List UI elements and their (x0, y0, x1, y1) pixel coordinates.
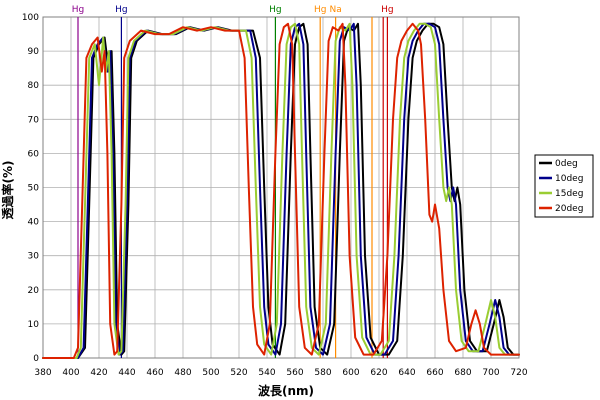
legend-label-0deg: 0deg (555, 159, 578, 169)
y-tick-label-0: 0 (33, 354, 39, 364)
reference-label-1: Hg (115, 5, 127, 15)
y-tick-label-7: 70 (28, 115, 40, 125)
y-tick-label-9: 90 (28, 47, 40, 57)
legend-label-15deg: 15deg (555, 189, 583, 199)
x-tick-label-15: 680 (454, 368, 471, 378)
x-tick-label-9: 560 (286, 368, 303, 378)
x-tick-label-1: 400 (62, 368, 79, 378)
reference-label-4: Na (329, 5, 341, 15)
reference-label-7: Hg (381, 5, 393, 15)
y-tick-label-6: 60 (28, 149, 40, 159)
x-tick-label-17: 720 (510, 368, 527, 378)
legend-label-10deg: 10deg (555, 174, 583, 184)
x-tick-label-4: 460 (146, 368, 163, 378)
y-tick-label-4: 40 (28, 218, 40, 228)
y-tick-label-2: 20 (28, 286, 40, 296)
x-axis-title: 波長(nm) (258, 383, 314, 398)
x-tick-label-8: 540 (258, 368, 275, 378)
x-tick-label-12: 620 (370, 368, 387, 378)
reference-label-0: Hg (72, 5, 84, 15)
y-tick-label-10: 100 (22, 13, 39, 23)
x-tick-label-3: 440 (118, 368, 135, 378)
series-line-10deg (42, 22, 520, 359)
x-tick-label-6: 500 (202, 368, 219, 378)
legend-label-20deg: 20deg (555, 204, 583, 214)
x-tick-label-11: 600 (342, 368, 359, 378)
x-tick-labels: 380 400 420 440 460 480 500 520 540 560 580 600 620 6… (34, 368, 527, 378)
reference-label-3: Hg (314, 5, 326, 15)
y-tick-label-1: 10 (28, 320, 40, 330)
series-line-15deg (42, 22, 520, 359)
x-tick-label-14: 660 (426, 368, 443, 378)
x-tick-label-13: 640 (398, 368, 415, 378)
y-tick-label-5: 50 (28, 184, 40, 194)
y-tick-label-8: 80 (28, 81, 40, 91)
y-axis-title: 透過率(%) (0, 161, 15, 220)
reference-label-2: Hg (269, 5, 281, 15)
series-line-20deg (42, 22, 520, 359)
plot-area-border (42, 16, 520, 359)
y-tick-labels: 0 10 20 30 40 50 60 70 80 90 100 (22, 13, 39, 364)
x-tick-label-16: 700 (482, 368, 499, 378)
x-tick-label-2: 420 (90, 368, 107, 378)
x-tick-label-5: 480 (174, 368, 191, 378)
series-group (42, 22, 520, 359)
x-tick-label-0: 380 (34, 368, 51, 378)
x-tick-label-10: 580 (314, 368, 331, 378)
y-tick-label-3: 30 (28, 252, 40, 262)
legend: 0deg 10deg 15deg 20deg (534, 154, 594, 218)
legend-box (534, 154, 594, 218)
x-tick-label-7: 520 (230, 368, 247, 378)
